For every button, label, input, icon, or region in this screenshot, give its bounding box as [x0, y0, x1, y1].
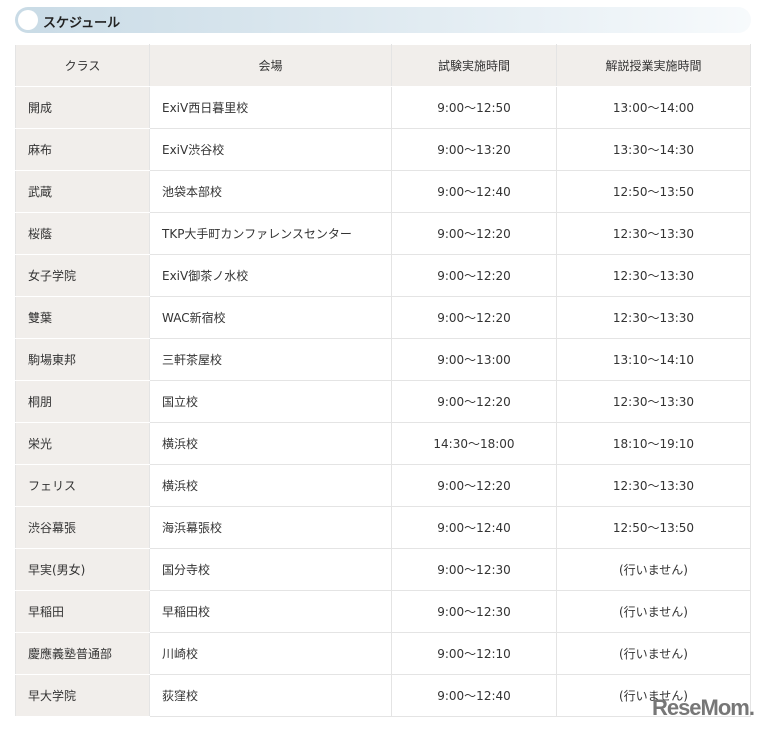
lecture-time-cell: 18:10〜19:10: [556, 422, 751, 465]
table-row: 早実(男女) 国分寺校 9:00〜12:30 (行いません): [15, 548, 751, 591]
lecture-time-cell: (行いません): [556, 590, 751, 633]
table-row: 武蔵 池袋本部校 9:00〜12:40 12:50〜13:50: [15, 170, 751, 213]
section-header: スケジュール: [15, 7, 751, 33]
table-row: 駒場東邦 三軒茶屋校 9:00〜13:00 13:10〜14:10: [15, 338, 751, 381]
table-row: 渋谷幕張 海浜幕張校 9:00〜12:40 12:50〜13:50: [15, 506, 751, 549]
venue-cell: TKP大手町カンファレンスセンター: [149, 212, 392, 255]
venue-cell: 国立校: [149, 380, 392, 423]
header-venue: 会場: [149, 44, 392, 87]
exam-time-cell: 9:00〜12:20: [391, 296, 557, 339]
table-row: 桐朋 国立校 9:00〜12:20 12:30〜13:30: [15, 380, 751, 423]
header-class: クラス: [15, 44, 150, 87]
class-cell: フェリス: [15, 464, 150, 507]
exam-time-cell: 9:00〜12:20: [391, 212, 557, 255]
lecture-time-cell: 12:50〜13:50: [556, 170, 751, 213]
lecture-time-cell: 12:30〜13:30: [556, 212, 751, 255]
class-cell: 女子学院: [15, 254, 150, 297]
lecture-time-cell: 13:30〜14:30: [556, 128, 751, 171]
exam-time-cell: 9:00〜12:20: [391, 254, 557, 297]
exam-time-cell: 9:00〜12:30: [391, 590, 557, 633]
exam-time-cell: 9:00〜12:40: [391, 674, 557, 717]
table-row: 栄光 横浜校 14:30〜18:00 18:10〜19:10: [15, 422, 751, 465]
table-row: 女子学院 ExiV御茶ノ水校 9:00〜12:20 12:30〜13:30: [15, 254, 751, 297]
exam-time-cell: 9:00〜12:30: [391, 548, 557, 591]
exam-time-cell: 9:00〜12:20: [391, 464, 557, 507]
lecture-time-cell: 12:30〜13:30: [556, 296, 751, 339]
class-cell: 武蔵: [15, 170, 150, 213]
venue-cell: 三軒茶屋校: [149, 338, 392, 381]
venue-cell: 川崎校: [149, 632, 392, 675]
class-cell: 麻布: [15, 128, 150, 171]
venue-cell: ExiV御茶ノ水校: [149, 254, 392, 297]
venue-cell: ExiV西日暮里校: [149, 86, 392, 129]
class-cell: 早稲田: [15, 590, 150, 633]
venue-cell: 池袋本部校: [149, 170, 392, 213]
lecture-time-cell: (行いません): [556, 674, 751, 717]
lecture-time-cell: (行いません): [556, 548, 751, 591]
lecture-time-cell: 13:00〜14:00: [556, 86, 751, 129]
resemom-logo: ReseMom.: [651, 695, 755, 720]
class-cell: 早大学院: [15, 674, 150, 717]
venue-cell: 海浜幕張校: [149, 506, 392, 549]
header-exam-time: 試験実施時間: [391, 44, 557, 87]
table-row: フェリス 横浜校 9:00〜12:20 12:30〜13:30: [15, 464, 751, 507]
lecture-time-cell: 12:30〜13:30: [556, 380, 751, 423]
exam-time-cell: 9:00〜12:50: [391, 86, 557, 129]
venue-cell: 早稲田校: [149, 590, 392, 633]
class-cell: 渋谷幕張: [15, 506, 150, 549]
class-cell: 駒場東邦: [15, 338, 150, 381]
header-lecture-time: 解説授業実施時間: [556, 44, 751, 87]
exam-time-cell: 9:00〜12:20: [391, 380, 557, 423]
class-cell: 桜蔭: [15, 212, 150, 255]
table-row: 早大学院 荻窪校 9:00〜12:40 (行いません): [15, 674, 751, 717]
venue-cell: 国分寺校: [149, 548, 392, 591]
table-row: 桜蔭 TKP大手町カンファレンスセンター 9:00〜12:20 12:30〜13:30: [15, 212, 751, 255]
venue-cell: 荻窪校: [149, 674, 392, 717]
class-cell: 開成: [15, 86, 150, 129]
schedule-table: クラス 会場 試験実施時間 解説授業実施時間 開成 ExiV西日暮里校 9:00〜1…: [15, 44, 751, 717]
venue-cell: WAC新宿校: [149, 296, 392, 339]
exam-time-cell: 9:00〜12:10: [391, 632, 557, 675]
table-row: 慶應義塾普通部 川崎校 9:00〜12:10 (行いません): [15, 632, 751, 675]
class-cell: 栄光: [15, 422, 150, 465]
table-row: 麻布 ExiV渋谷校 9:00〜13:20 13:30〜14:30: [15, 128, 751, 171]
lecture-time-cell: 12:30〜13:30: [556, 464, 751, 507]
table-row: 開成 ExiV西日暮里校 9:00〜12:50 13:00〜14:00: [15, 86, 751, 129]
header-row: クラス 会場 試験実施時間 解説授業実施時間: [15, 44, 751, 87]
class-cell: 慶應義塾普通部: [15, 632, 150, 675]
exam-time-cell: 9:00〜13:00: [391, 338, 557, 381]
class-cell: 早実(男女): [15, 548, 150, 591]
table-row: 雙葉 WAC新宿校 9:00〜12:20 12:30〜13:30: [15, 296, 751, 339]
venue-cell: 横浜校: [149, 464, 392, 507]
exam-time-cell: 9:00〜12:40: [391, 170, 557, 213]
venue-cell: 横浜校: [149, 422, 392, 465]
lecture-time-cell: 13:10〜14:10: [556, 338, 751, 381]
table-row: 早稲田 早稲田校 9:00〜12:30 (行いません): [15, 590, 751, 633]
lecture-time-cell: (行いません): [556, 632, 751, 675]
exam-time-cell: 9:00〜12:40: [391, 506, 557, 549]
lecture-time-cell: 12:50〜13:50: [556, 506, 751, 549]
exam-time-cell: 14:30〜18:00: [391, 422, 557, 465]
lecture-time-cell: 12:30〜13:30: [556, 254, 751, 297]
exam-time-cell: 9:00〜13:20: [391, 128, 557, 171]
class-cell: 桐朋: [15, 380, 150, 423]
circle-icon: [18, 10, 38, 30]
class-cell: 雙葉: [15, 296, 150, 339]
section-title: スケジュール: [43, 16, 121, 31]
venue-cell: ExiV渋谷校: [149, 128, 392, 171]
